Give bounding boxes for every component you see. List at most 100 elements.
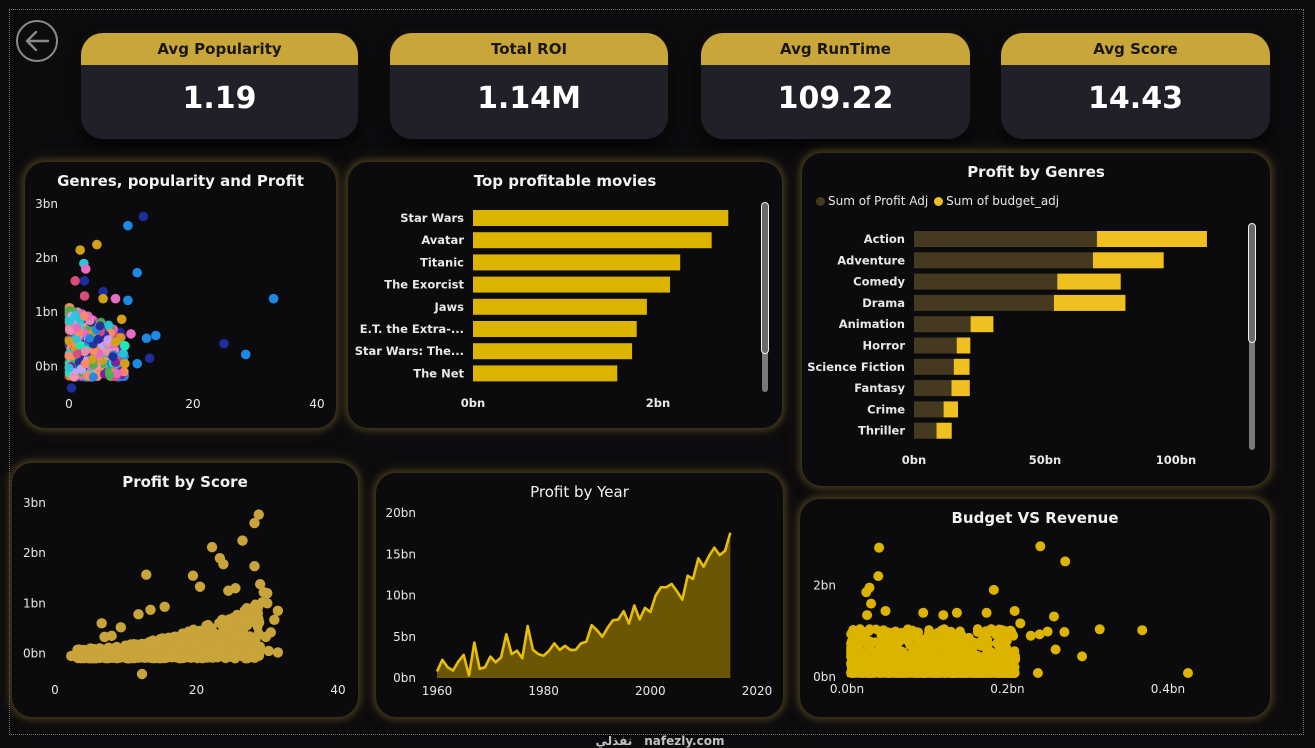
scatter-point xyxy=(846,645,856,656)
legend-item-budget[interactable]: Sum of budget_adj xyxy=(934,194,1059,208)
scatter-point xyxy=(88,346,98,356)
panel-top-profitable-movies[interactable]: Top profitable movies Star Wars Avatar Tit… xyxy=(348,162,782,428)
scatter-point xyxy=(236,615,247,626)
bar-category-label: Comedy xyxy=(853,275,905,289)
scatter-point xyxy=(169,634,180,645)
bar-category-label: Action xyxy=(864,232,905,246)
scatter-point xyxy=(105,370,115,380)
scatter-point xyxy=(848,624,858,635)
chart-title: Profit by Score xyxy=(122,473,248,491)
scatter-point xyxy=(981,607,992,618)
bar-category-label: Thriller xyxy=(858,424,905,438)
scatter-point xyxy=(141,569,152,580)
bar-category-label: Science Fiction xyxy=(807,360,905,374)
scatter-point xyxy=(1025,630,1036,641)
scatter-point xyxy=(257,597,268,608)
scatter-point xyxy=(88,372,98,382)
genres-popularity-profit-chart[interactable]: 3bn 2bn 1bn 0bn 0 20 40 xyxy=(25,162,336,428)
x-tick-label: 50bn xyxy=(1029,453,1061,467)
profit-by-score-chart[interactable]: 3bn 2bn 1bn 0bn 0 20 40 xyxy=(12,463,358,717)
scrollbar-thumb[interactable] xyxy=(761,202,769,354)
scatter-point xyxy=(892,640,903,650)
x-tick-label: 2bn xyxy=(646,396,670,410)
scatter-point xyxy=(64,363,74,373)
x-tick-label: 1960 xyxy=(422,684,453,698)
scatter-point xyxy=(108,650,119,661)
scatter-point xyxy=(159,601,170,612)
legend-label: Sum of budget_adj xyxy=(946,194,1060,208)
kpi-value: 1.14M xyxy=(477,80,581,116)
kpi-label: Avg RunTime xyxy=(701,33,970,65)
scatter-point xyxy=(148,642,159,653)
profit-by-year-chart[interactable]: 20bn 15bn 10bn 5bn 0bn 1960 1980 2000 2020 xyxy=(376,473,783,717)
bar xyxy=(473,321,637,337)
scatter-point xyxy=(110,337,121,347)
scatter-point xyxy=(999,648,1010,659)
scatter-point xyxy=(206,652,217,663)
bar-category-label: Fantasy xyxy=(854,381,905,395)
scatter-point xyxy=(64,325,74,335)
scatter-point xyxy=(1077,651,1088,662)
scatter-point xyxy=(268,293,279,304)
bar-profit-segment xyxy=(914,337,957,354)
scatter-point xyxy=(132,267,142,278)
scrollbar-thumb[interactable] xyxy=(1248,223,1256,343)
kpi-card-avg-popularity: Avg Popularity 1.19 xyxy=(81,33,358,139)
scatter-point xyxy=(183,626,194,637)
x-tick-label: 0.2bn xyxy=(990,682,1024,696)
scatter-point xyxy=(85,333,95,343)
scatter-point xyxy=(863,636,874,647)
scatter-point xyxy=(96,618,107,629)
scatter-point xyxy=(196,647,207,658)
panel-profit-by-score[interactable]: Profit by Score 3bn 2bn 1bn 0bn 0 20 40 xyxy=(12,463,358,717)
scatter-point xyxy=(248,647,259,658)
scatter-point xyxy=(137,649,148,660)
bar-profit-segment xyxy=(914,401,944,418)
back-button[interactable] xyxy=(16,20,58,62)
scatter-point xyxy=(212,642,223,653)
y-tick-label: 15bn xyxy=(386,547,417,561)
bar-category-label: Drama xyxy=(862,296,905,310)
scatter-point xyxy=(66,650,77,662)
bar-budget-segment xyxy=(1092,252,1164,269)
arrow-left-icon xyxy=(25,30,50,52)
profit-by-genres-chart[interactable]: Action Adventure Comedy Drama Animation Horro… xyxy=(802,153,1270,486)
scatter-point xyxy=(108,352,118,362)
scatter-point xyxy=(901,635,912,645)
scatter-point xyxy=(98,286,108,297)
scatter-point xyxy=(243,639,254,650)
scatter-point xyxy=(103,335,113,345)
watermark-arabic: نفذلي xyxy=(595,734,633,748)
x-tick-label: 100bn xyxy=(1156,453,1196,467)
report-canvas-border xyxy=(9,9,1304,735)
panel-profit-by-genres[interactable]: Profit by Genres Sum of Profit Adj Sum o… xyxy=(802,153,1270,486)
scatter-point xyxy=(1137,625,1148,636)
y-tick-label: 0bn xyxy=(35,359,58,373)
legend-item-profit[interactable]: Sum of Profit Adj xyxy=(816,194,928,208)
x-tick-label: 1980 xyxy=(528,684,559,698)
x-tick-label: 0 xyxy=(51,683,59,697)
scatter-point xyxy=(253,509,264,520)
scatter-point xyxy=(112,369,122,379)
scatter-point xyxy=(194,581,206,592)
bar-budget-segment xyxy=(970,316,994,333)
bar xyxy=(473,210,729,226)
y-tick-label: 2bn xyxy=(813,578,836,592)
panel-profit-by-year[interactable]: Profit by Year 20bn 15bn 10bn 5bn 0bn 1960 198… xyxy=(376,473,783,717)
scatter-point xyxy=(949,631,960,642)
scatter-point xyxy=(206,541,218,553)
scatter-point xyxy=(933,641,943,652)
scatter-point xyxy=(218,558,229,570)
scatter-point xyxy=(75,340,85,350)
scatter-point xyxy=(202,637,213,648)
top-profitable-movies-chart[interactable]: Star Wars Avatar Titanic The Exorcist Jaws E.… xyxy=(348,162,782,428)
scatter-point xyxy=(80,264,91,274)
bar xyxy=(473,298,647,315)
bar-category-label: E.T. the Extra-... xyxy=(360,322,464,336)
panel-genres-popularity-profit[interactable]: Genres, popularity and Profit 3bn 2bn 1bn 0… xyxy=(25,162,336,428)
scatter-point xyxy=(1182,668,1193,678)
bar-budget-segment xyxy=(1057,273,1121,290)
panel-budget-vs-revenue[interactable]: Budget VS Revenue 2bn 0bn 0.0bn 0.2bn 0.4bn xyxy=(800,499,1270,717)
scatter-point xyxy=(240,349,251,360)
